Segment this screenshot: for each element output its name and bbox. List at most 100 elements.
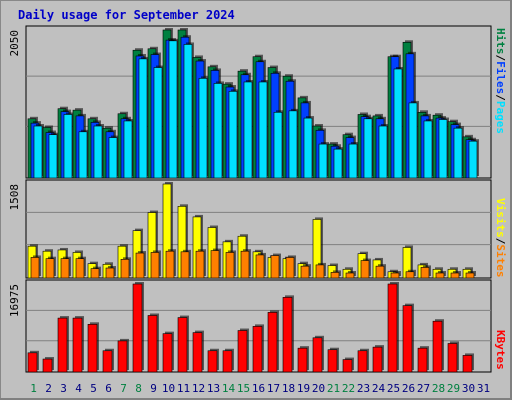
legend-item: Files [494,61,507,94]
legend-kbytes: KBytes [494,330,507,370]
bar-kbytes-day-7 [117,340,128,373]
bar-kbytes-day-12 [192,332,203,373]
bar-kbytes-day-14 [222,350,233,373]
bar-pages-day-23 [363,118,373,179]
bar-pages-day-17 [273,112,283,179]
bar-pages-day-9 [153,67,163,179]
legend-item: Visits [494,198,507,238]
bar-sites-day-1 [30,257,40,279]
x-tick-label-day-4: 4 [75,382,82,395]
bar-sites-day-23 [360,260,370,279]
x-tick-label-day-15: 15 [237,382,250,395]
bar-kbytes-day-6 [102,350,113,373]
x-tick-label-day-19: 19 [297,382,310,395]
bar-kbytes-day-24 [372,346,383,373]
x-tick-label-day-9: 9 [150,382,157,395]
bar-sites-day-9 [150,252,160,279]
bar-pages-day-6 [108,137,118,179]
bar-sites-day-30 [465,272,475,279]
bar-pages-day-22 [348,143,358,179]
bar-pages-day-2 [48,134,58,179]
bar-pages-day-25 [393,68,403,179]
bar-pages-day-30 [468,140,478,179]
bar-kbytes-day-10 [162,333,173,373]
bar-pages-day-5 [93,125,103,179]
bar-pages-day-7 [123,120,133,179]
bar-kbytes-day-28 [432,320,443,373]
bar-kbytes-day-1 [27,352,38,373]
x-tick-label-day-17: 17 [267,382,280,395]
bar-sites-day-22 [345,272,355,279]
bar-kbytes-day-20 [312,337,323,373]
bar-sites-day-25 [390,272,400,279]
bar-sites-day-27 [420,267,430,279]
bar-kbytes-day-18 [282,297,293,373]
bar-kbytes-day-22 [342,359,353,373]
bar-kbytes-day-26 [402,305,413,373]
x-tick-label-day-31: 31 [477,382,490,395]
bar-kbytes-day-30 [462,355,473,373]
bar-pages-day-21 [333,148,343,179]
bar-kbytes-day-2 [42,358,53,373]
bar-kbytes-day-8 [132,283,143,373]
bar-sites-day-8 [135,252,145,279]
legend-item: KBytes [494,330,507,370]
legend-item: Pages [494,101,507,134]
bar-kbytes-day-25 [387,283,398,373]
bar-sites-day-24 [375,265,385,279]
x-tick-label-day-29: 29 [447,382,460,395]
bar-pages-day-8 [138,58,148,179]
bar-pages-day-28 [438,119,448,179]
bar-pages-day-12 [198,78,208,179]
legend-item: Sites [494,244,507,277]
bar-kbytes-day-16 [252,326,263,373]
bar-pages-day-19 [303,117,313,179]
x-tick-label-day-1: 1 [30,382,37,395]
bar-sites-day-15 [240,250,250,279]
bar-sites-day-19 [300,265,310,279]
bar-pages-day-26 [408,102,418,179]
x-tick-label-day-6: 6 [105,382,112,395]
bar-sites-day-26 [405,271,415,279]
bar-kbytes-day-11 [177,317,188,373]
legend-visits-sites: Visits/Sites [494,198,507,278]
bar-sites-day-18 [285,257,295,279]
bar-pages-day-3 [63,114,73,179]
bar-sites-day-12 [195,250,205,279]
bar-sites-day-14 [225,252,235,279]
bar-pages-day-11 [183,44,193,179]
x-tick-label-day-14: 14 [222,382,236,395]
x-tick-label-day-5: 5 [90,382,97,395]
bar-kbytes-day-19 [297,347,308,373]
bar-sites-day-5 [90,268,100,279]
bar-kbytes-day-29 [447,343,458,373]
bar-sites-day-10 [165,250,175,279]
legend-hits-files-pages: Hits/Files/Pages [494,28,507,134]
y-axis-max-label: 2050 [8,30,21,57]
bar-pages-day-1 [33,125,43,179]
x-tick-label-day-3: 3 [60,382,67,395]
x-tick-label-day-20: 20 [312,382,325,395]
bar-pages-day-10 [168,40,178,179]
x-tick-label-day-18: 18 [282,382,295,395]
x-tick-label-day-8: 8 [135,382,142,395]
bar-kbytes-day-23 [357,350,368,373]
bar-kbytes-day-13 [207,350,218,373]
bar-kbytes-day-27 [417,347,428,373]
bar-sites-day-3 [60,258,70,279]
x-tick-label-day-22: 22 [342,382,355,395]
chart-title: Daily usage for September 2024 [18,8,235,22]
bar-sites-day-29 [450,272,460,279]
bar-pages-day-18 [288,110,298,179]
bar-pages-day-20 [318,143,328,179]
bar-pages-day-29 [453,127,463,179]
y-axis-max-label: 16975 [8,284,21,317]
bar-sites-day-2 [45,258,55,279]
x-tick-label-day-28: 28 [432,382,445,395]
bar-sites-day-6 [105,267,115,279]
bar-pages-day-27 [423,120,433,179]
x-tick-label-day-21: 21 [327,382,340,395]
bar-pages-day-24 [378,125,388,179]
bar-sites-day-28 [435,272,445,279]
